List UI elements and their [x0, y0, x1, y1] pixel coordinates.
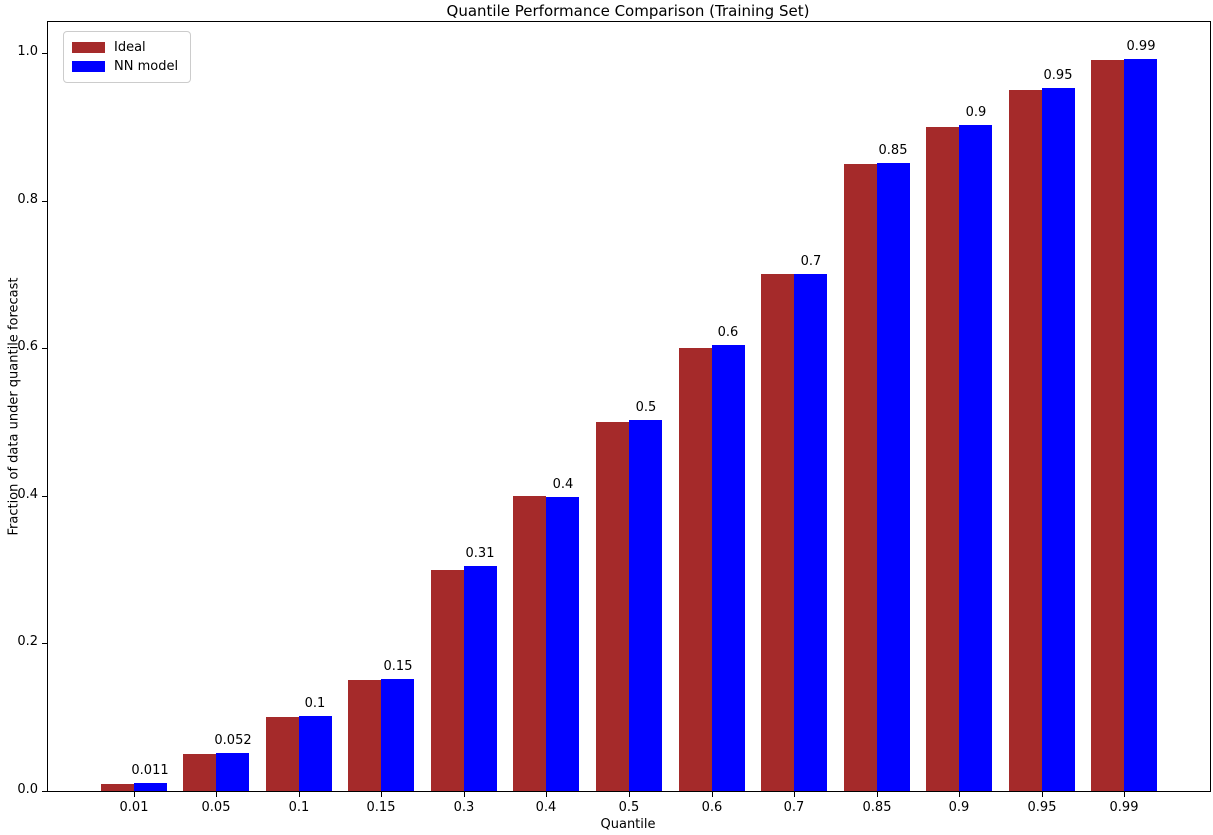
x-tick-mark: [629, 792, 630, 797]
bar-nn-model-0.15: [381, 679, 414, 791]
bar-nn-model-0.01: [134, 783, 167, 791]
chart-title: Quantile Performance Comparison (Trainin…: [446, 2, 810, 20]
x-tick-label: 0.1: [288, 800, 310, 815]
legend-swatch: [72, 61, 105, 72]
y-tick-mark: [42, 53, 47, 54]
legend-swatch: [72, 42, 105, 53]
bar-ideal-0.15: [348, 680, 381, 791]
bar-value-label: 0.5: [635, 400, 657, 415]
x-tick-mark: [216, 792, 217, 797]
x-tick-label: 0.6: [701, 800, 723, 815]
bar-value-label: 0.9: [965, 105, 987, 120]
y-tick-mark: [42, 201, 47, 202]
legend: Ideal NN model: [63, 31, 192, 83]
bar-ideal-0.4: [513, 496, 546, 791]
bar-ideal-0.3: [431, 570, 464, 791]
bar-nn-model-0.6: [712, 345, 745, 791]
bar-value-label: 0.85: [878, 143, 908, 158]
legend-label: NN model: [114, 59, 179, 74]
x-tick-label: 0.01: [119, 800, 149, 815]
y-tick-label: 0.2: [17, 634, 38, 649]
bar-value-label: 0.99: [1126, 39, 1156, 54]
bar-value-label: 0.31: [465, 546, 495, 561]
legend-item-ideal: Ideal: [72, 38, 178, 57]
bar-value-label: 0.15: [383, 659, 413, 674]
x-tick-mark: [877, 792, 878, 797]
x-tick-label: 0.5: [618, 800, 640, 815]
x-tick-label: 0.15: [366, 800, 396, 815]
y-tick-mark: [42, 348, 47, 349]
bar-ideal-0.6: [679, 348, 712, 791]
y-tick-mark: [42, 643, 47, 644]
x-tick-mark: [712, 792, 713, 797]
x-tick-label: 0.99: [1109, 800, 1139, 815]
bar-nn-model-0.7: [794, 274, 827, 791]
plot-area: Ideal NN model 0.011 0.052 0.1 0.15 0.31 0.4 0.…: [17, 21, 1211, 815]
y-tick-mark: [42, 496, 47, 497]
x-tick-mark: [1124, 792, 1125, 797]
x-tick-label: 0.3: [453, 800, 475, 815]
bar-ideal-0.05: [183, 754, 216, 791]
x-tick-label: 0.05: [201, 800, 231, 815]
bar-ideal-0.9: [926, 127, 959, 791]
legend-label: Ideal: [114, 40, 146, 55]
bar-value-label: 0.7: [800, 254, 822, 269]
bar-value-label: 0.052: [214, 733, 252, 748]
y-tick-label: 0.8: [17, 192, 38, 207]
bar-nn-model-0.99: [1124, 59, 1157, 791]
x-tick-mark: [464, 792, 465, 797]
bar-nn-model-0.5: [629, 420, 662, 791]
x-tick-mark: [794, 792, 795, 797]
bar-nn-model-0.1: [299, 716, 332, 791]
y-tick-label: 1.0: [17, 44, 38, 59]
x-tick-label: 0.4: [535, 800, 557, 815]
x-tick-mark: [381, 792, 382, 797]
x-tick-mark: [1042, 792, 1043, 797]
y-axis-label: Fraction of data under quantile forecast: [6, 277, 22, 536]
y-tick-label: 0.0: [17, 782, 38, 797]
bar-value-label: 0.95: [1043, 68, 1073, 83]
x-axis-label: Quantile: [600, 817, 656, 832]
bar-ideal-0.99: [1091, 60, 1124, 791]
x-tick-label: 0.7: [783, 800, 805, 815]
bar-ideal-0.85: [844, 164, 877, 791]
y-tick-mark: [42, 791, 47, 792]
bar-ideal-0.7: [761, 274, 794, 791]
x-tick-mark: [134, 792, 135, 797]
x-tick-label: 0.9: [948, 800, 970, 815]
bar-value-label: 0.011: [131, 763, 169, 778]
y-tick-label: 0.4: [17, 487, 38, 502]
bar-value-label: 0.4: [552, 477, 574, 492]
x-tick-label: 0.85: [862, 800, 892, 815]
x-tick-mark: [959, 792, 960, 797]
bar-ideal-0.5: [596, 422, 629, 791]
bar-nn-model-0.3: [464, 566, 497, 791]
bar-ideal-0.01: [101, 784, 134, 791]
bar-value-label: 0.6: [717, 325, 739, 340]
x-tick-mark: [546, 792, 547, 797]
bar-nn-model-0.4: [546, 497, 579, 791]
y-tick-label: 0.6: [17, 339, 38, 354]
bar-nn-model-0.85: [877, 163, 910, 791]
bar-value-label: 0.1: [304, 696, 326, 711]
x-tick-label: 0.95: [1027, 800, 1057, 815]
bar-nn-model-0.95: [1042, 88, 1075, 791]
bar-ideal-0.1: [266, 717, 299, 791]
legend-item-nn-model: NN model: [72, 57, 178, 76]
bar-nn-model-0.9: [959, 125, 992, 791]
x-tick-mark: [299, 792, 300, 797]
bar-ideal-0.95: [1009, 90, 1042, 791]
bar-nn-model-0.05: [216, 753, 249, 791]
